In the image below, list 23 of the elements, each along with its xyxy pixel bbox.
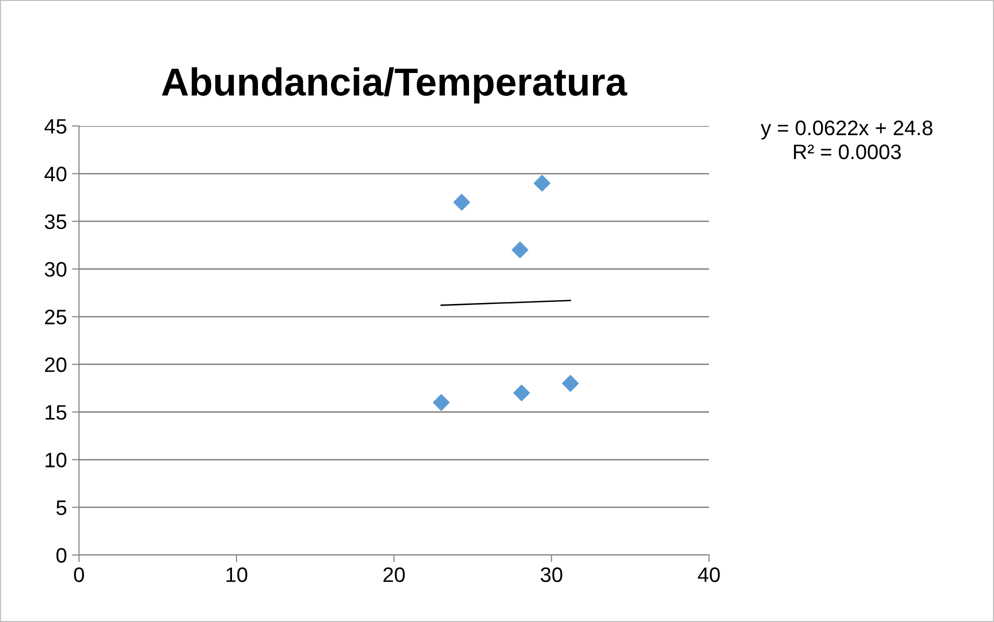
point xyxy=(432,394,450,411)
x-tick-label: 0 xyxy=(74,567,84,582)
y-tick-label: 20 xyxy=(45,357,66,372)
point xyxy=(512,242,528,258)
y-tick-label: 30 xyxy=(44,262,66,277)
chart-title: Abundancia/Temperatura xyxy=(162,67,628,104)
y-tick-label: 45 xyxy=(44,119,66,134)
y-tick-label: 15 xyxy=(46,405,66,420)
x-tick-label: 30 xyxy=(540,567,562,582)
text: y = 0.0622x + 24.8 R² = 0.0003 xyxy=(760,120,932,160)
y-tick-label: 35 xyxy=(44,214,66,230)
point xyxy=(534,174,550,192)
x-tick-label: 20 xyxy=(383,567,405,582)
x-tick-label: 40 xyxy=(698,567,720,582)
y-tick-label: 40 xyxy=(44,166,66,182)
point xyxy=(513,384,530,402)
y-tick-label: 25 xyxy=(45,310,66,324)
y-tick-label: 10 xyxy=(46,452,66,468)
x-tick-label: 10 xyxy=(226,567,248,582)
y-tick-label: 5 xyxy=(56,500,66,516)
point xyxy=(453,194,470,211)
point xyxy=(562,375,579,392)
y-tick-label: 0 xyxy=(56,548,66,563)
